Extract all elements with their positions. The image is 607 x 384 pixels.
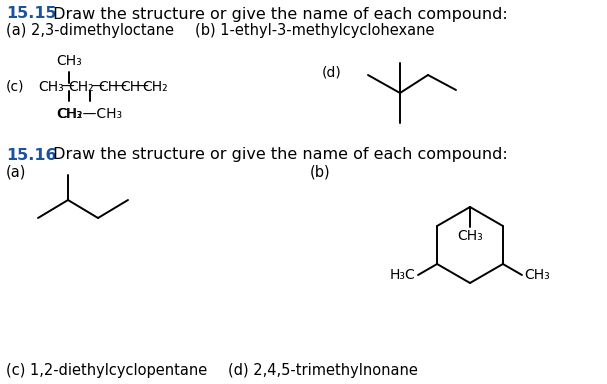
Text: Draw the structure or give the name of each compound:: Draw the structure or give the name of e… [48,7,507,22]
Text: 15.16: 15.16 [6,147,56,162]
Text: CH₃: CH₃ [56,54,82,68]
Text: —: — [134,80,148,94]
Text: CH: CH [120,80,140,94]
Text: —: — [90,80,104,94]
Text: —: — [60,80,73,94]
Text: CH₃: CH₃ [56,107,82,121]
Text: (d): (d) [322,66,342,80]
Text: CH₂: CH₂ [68,80,93,94]
Text: CH₂: CH₂ [142,80,168,94]
Text: Draw the structure or give the name of each compound:: Draw the structure or give the name of e… [48,147,507,162]
Text: —: — [112,80,126,94]
Text: CH₂—CH₃: CH₂—CH₃ [58,107,123,121]
Text: (a): (a) [6,164,26,179]
Text: (c): (c) [6,80,24,94]
Text: CH: CH [98,80,118,94]
Text: 15.15: 15.15 [6,7,56,22]
Text: (b) 1-ethyl-3-methylcyclohexane: (b) 1-ethyl-3-methylcyclohexane [195,23,435,38]
Text: CH₃: CH₃ [524,268,550,282]
Text: H₃C: H₃C [389,268,415,282]
Text: (d) 2,4,5-trimethylnonane: (d) 2,4,5-trimethylnonane [228,362,418,377]
Text: (b): (b) [310,164,331,179]
Text: (a) 2,3-dimethyloctane: (a) 2,3-dimethyloctane [6,23,174,38]
Text: (c) 1,2-diethylcyclopentane: (c) 1,2-diethylcyclopentane [6,362,207,377]
Text: CH₃: CH₃ [38,80,64,94]
Text: CH₃: CH₃ [457,229,483,243]
